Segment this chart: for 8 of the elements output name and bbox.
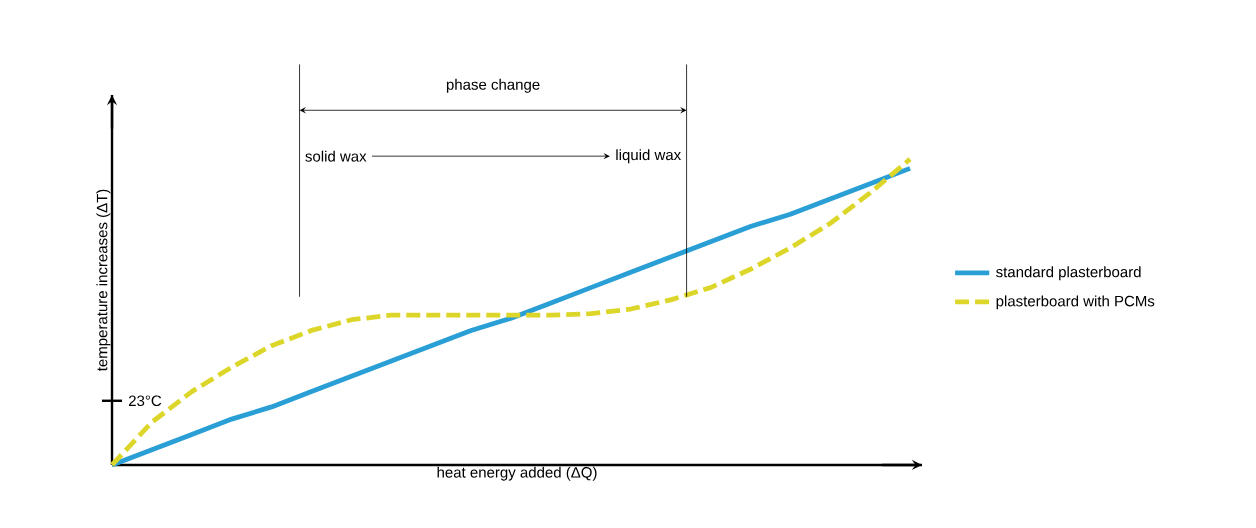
y-axis-title: temperature increases (ΔT) — [96, 189, 111, 372]
x-axis-title: heat energy added (ΔQ) — [437, 466, 597, 481]
annotation: solid wax — [305, 150, 367, 162]
ref-line-label: 23°C — [128, 395, 162, 407]
text: phase change — [446, 78, 540, 93]
annotation: liquid wax — [616, 149, 681, 164]
legend-label: standard plasterboard — [996, 266, 1141, 281]
legend-label: plasterboard with PCMs — [996, 295, 1155, 310]
